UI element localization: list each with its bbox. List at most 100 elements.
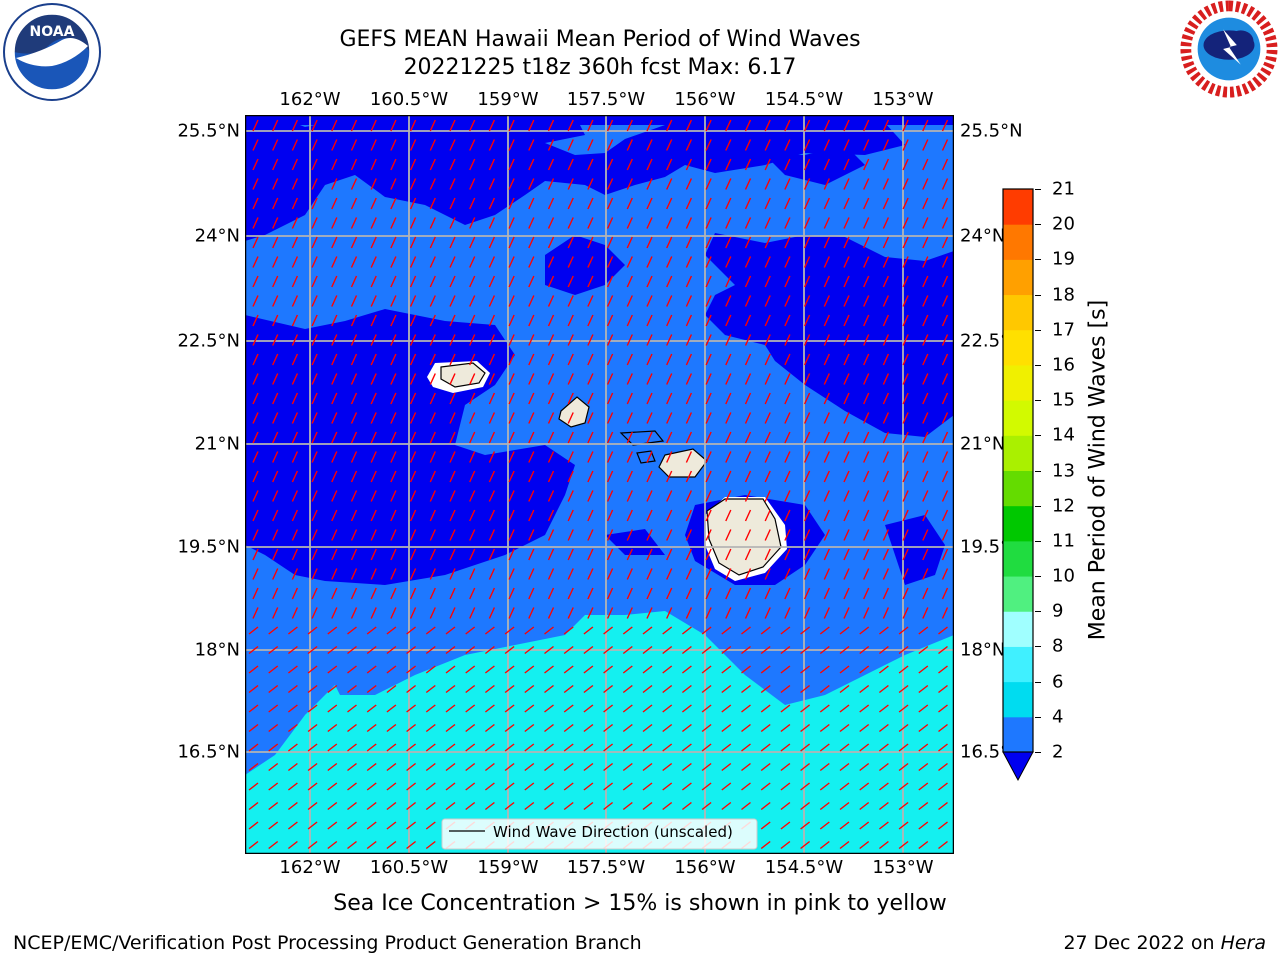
wave-direction-arrow xyxy=(347,821,357,830)
wave-direction-arrow xyxy=(547,314,555,327)
wave-direction-arrow xyxy=(311,392,318,405)
wave-direction-arrow xyxy=(626,607,633,619)
wave-direction-arrow xyxy=(606,470,614,483)
wave-direction-arrow xyxy=(839,704,850,713)
wave-direction-arrow xyxy=(272,197,279,210)
wave-direction-arrow xyxy=(882,314,890,327)
wave-direction-arrow xyxy=(449,295,456,307)
wave-direction-arrow xyxy=(941,412,949,424)
wave-direction-arrow xyxy=(784,529,791,541)
wave-direction-arrow xyxy=(252,412,259,424)
wave-direction-arrow xyxy=(839,762,850,772)
wave-direction-arrow xyxy=(646,119,653,132)
wave-direction-arrow xyxy=(878,840,889,850)
lon-tick-bottom: 156°W xyxy=(674,857,736,878)
wave-direction-arrow xyxy=(287,743,298,752)
wave-direction-arrow xyxy=(524,743,535,752)
wave-direction-arrow xyxy=(666,392,673,405)
wave-direction-arrow xyxy=(449,373,456,385)
wave-direction-arrow xyxy=(252,197,259,210)
wave-direction-arrow xyxy=(819,801,830,811)
wave-direction-arrow xyxy=(331,568,338,580)
wave-direction-arrow xyxy=(705,451,712,463)
wave-direction-arrow xyxy=(941,314,949,327)
wave-direction-arrow xyxy=(528,217,535,229)
wave-direction-arrow xyxy=(803,139,811,151)
wave-direction-arrow xyxy=(350,412,358,424)
wave-direction-arrow xyxy=(744,412,752,424)
wave-direction-arrow xyxy=(622,723,633,733)
wave-direction-arrow xyxy=(370,431,377,444)
wave-direction-arrow xyxy=(370,548,377,561)
wave-direction-arrow xyxy=(268,782,279,791)
wave-direction-arrow xyxy=(567,373,574,385)
wave-direction-arrow xyxy=(311,314,318,327)
wave-direction-arrow xyxy=(882,412,890,424)
wave-direction-arrow xyxy=(528,568,535,580)
wave-direction-arrow xyxy=(705,392,712,405)
wave-direction-arrow xyxy=(725,470,732,483)
wave-direction-arrow xyxy=(701,665,712,674)
wave-direction-arrow xyxy=(350,236,358,249)
wave-direction-arrow xyxy=(685,217,693,229)
wave-direction-arrow xyxy=(606,314,614,327)
wave-direction-arrow xyxy=(843,529,850,541)
wave-direction-arrow xyxy=(800,626,811,635)
wave-direction-arrow xyxy=(863,197,870,210)
wave-direction-arrow xyxy=(469,158,476,171)
wave-direction-arrow xyxy=(741,645,751,655)
wave-direction-arrow xyxy=(666,178,673,190)
wave-direction-arrow xyxy=(528,256,535,268)
wave-direction-arrow xyxy=(666,197,673,210)
colorbar-tick: 9 xyxy=(1052,600,1064,622)
wave-direction-arrow xyxy=(701,782,712,791)
wave-direction-arrow xyxy=(744,178,752,190)
wave-direction-arrow xyxy=(587,119,594,132)
wave-direction-arrow xyxy=(252,139,259,151)
wave-direction-arrow xyxy=(622,684,633,694)
wave-direction-arrow xyxy=(449,236,456,249)
wave-direction-arrow xyxy=(390,392,397,405)
wave-direction-arrow xyxy=(882,548,890,561)
wave-direction-arrow xyxy=(725,334,732,346)
wave-direction-arrow xyxy=(311,548,318,561)
colorbar-segment xyxy=(1003,435,1033,471)
wave-direction-arrow xyxy=(863,314,870,327)
wave-direction-arrow xyxy=(307,762,318,772)
wave-direction-arrow xyxy=(287,704,298,713)
wave-direction-arrow xyxy=(327,782,338,791)
wave-direction-arrow xyxy=(488,392,496,405)
wave-direction-arrow xyxy=(941,451,949,463)
wave-direction-arrow xyxy=(823,275,830,288)
wave-direction-arrow xyxy=(764,197,771,210)
wave-direction-arrow xyxy=(823,197,830,210)
wave-direction-arrow xyxy=(287,665,298,674)
wave-direction-arrow xyxy=(626,451,633,463)
wave-direction-arrow xyxy=(843,295,850,307)
lon-tick-bottom: 157.5°W xyxy=(566,857,646,878)
wave-direction-arrow xyxy=(350,373,358,385)
wave-direction-arrow xyxy=(705,353,712,366)
wave-direction-arrow xyxy=(547,334,555,346)
wave-direction-arrow xyxy=(646,548,653,561)
wave-direction-arrow xyxy=(784,548,791,561)
wave-direction-arrow xyxy=(882,236,890,249)
wave-direction-arrow xyxy=(898,626,909,635)
wave-direction-arrow xyxy=(268,704,279,713)
wave-direction-arrow xyxy=(484,782,495,791)
colorbar-tick: 14 xyxy=(1052,424,1075,446)
wave-direction-arrow xyxy=(484,645,495,655)
wave-direction-arrow xyxy=(721,626,732,635)
colorbar-tick: 10 xyxy=(1052,565,1075,587)
wave-direction-arrow xyxy=(409,587,417,600)
wave-direction-arrow xyxy=(744,529,752,541)
wave-direction-arrow xyxy=(681,645,692,655)
wave-direction-arrow xyxy=(386,801,397,811)
wave-direction-arrow xyxy=(666,119,673,132)
colorbar-tick: 8 xyxy=(1052,635,1064,657)
wave-direction-arrow xyxy=(390,217,397,229)
wave-direction-arrow xyxy=(488,178,496,190)
wave-direction-arrow xyxy=(327,821,338,830)
wave-direction-arrow xyxy=(429,178,436,190)
wave-direction-arrow xyxy=(488,295,496,307)
